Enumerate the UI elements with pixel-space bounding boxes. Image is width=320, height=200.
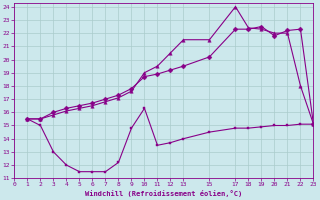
X-axis label: Windchill (Refroidissement éolien,°C): Windchill (Refroidissement éolien,°C) bbox=[85, 190, 243, 197]
